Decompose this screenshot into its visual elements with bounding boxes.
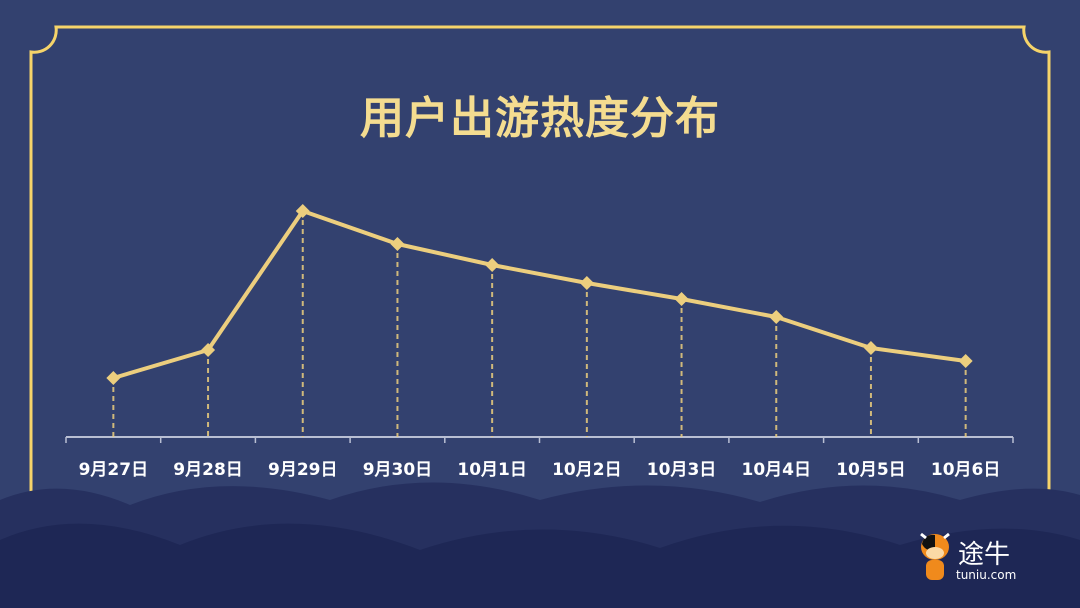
x-tick-label: 10月2日 — [552, 460, 622, 480]
data-point — [295, 204, 310, 218]
data-point — [863, 341, 878, 355]
data-point — [390, 237, 405, 251]
cloud-decoration — [0, 482, 1080, 608]
x-tick-label: 10月6日 — [931, 460, 1001, 480]
x-tick-label: 9月29日 — [268, 460, 338, 480]
x-tick-label: 10月3日 — [647, 460, 717, 480]
tuniu-logo: 途牛 tuniu.com — [918, 528, 1028, 584]
cow-mascot-icon — [920, 532, 950, 580]
logo-domain-text: tuniu.com — [956, 568, 1017, 582]
data-point — [106, 371, 121, 385]
data-point — [485, 258, 500, 272]
x-tick-label: 9月30日 — [363, 460, 433, 480]
line-chart: 9月27日 9月28日 9月29日 9月30日 10月1日 10月2日 10月3日 10月4日… — [65, 204, 1014, 480]
data-point — [674, 292, 689, 306]
x-tick-label: 9月28日 — [173, 460, 243, 480]
data-point — [769, 310, 784, 324]
series-line — [112, 209, 966, 380]
x-tick-label: 10月5日 — [836, 460, 906, 480]
x-tick-label: 9月27日 — [79, 460, 149, 480]
data-point — [201, 343, 216, 357]
chart-title: 用户出游热度分布 — [360, 93, 720, 144]
gold-frame — [29, 25, 1051, 600]
logo-chinese-text: 途牛 — [958, 540, 1011, 570]
x-tick-label: 10月4日 — [742, 460, 812, 480]
data-point — [579, 276, 594, 290]
x-tick-label: 10月1日 — [457, 460, 527, 480]
data-point — [958, 354, 973, 368]
